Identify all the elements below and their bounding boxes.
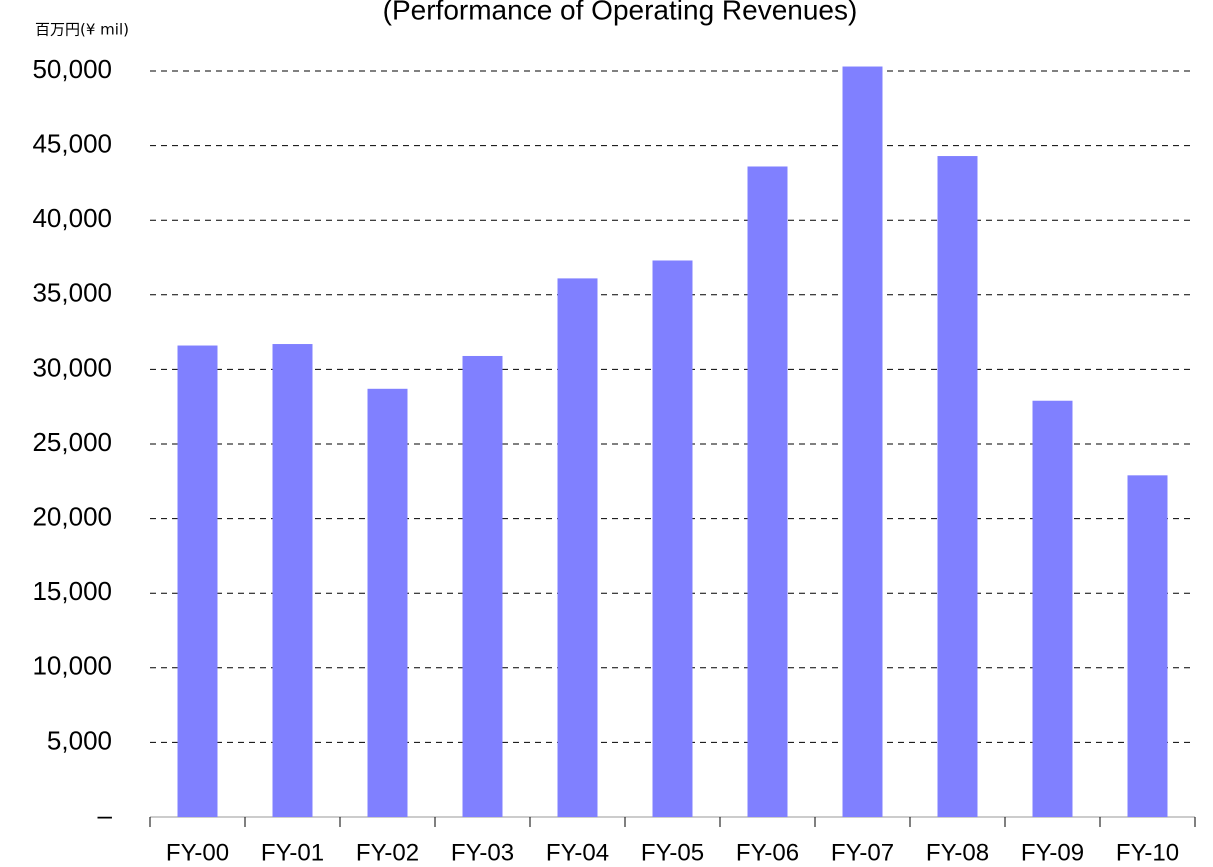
x-tick-label: FY-08 (926, 839, 989, 866)
x-tick-label: FY-06 (736, 839, 799, 866)
bar (462, 355, 503, 817)
bar (177, 345, 218, 817)
bar (747, 166, 788, 817)
bar (1032, 400, 1073, 817)
y-tick-label: 25,000 (32, 427, 112, 457)
y-tick-label: 45,000 (32, 128, 112, 158)
y-tick-label: 40,000 (32, 203, 112, 233)
y-tick-label: 15,000 (32, 576, 112, 606)
x-tick-label: FY-10 (1116, 839, 1179, 866)
y-tick-label: 50,000 (32, 54, 112, 84)
bar (937, 156, 978, 817)
y-tick-label: – (98, 800, 113, 830)
y-tick-label: 10,000 (32, 651, 112, 681)
x-tick-label: FY-02 (356, 839, 419, 866)
bar (272, 344, 313, 817)
y-tick-label: 5,000 (47, 725, 112, 755)
bar (557, 278, 598, 817)
x-tick-label: FY-07 (831, 839, 894, 866)
x-tick-label: FY-03 (451, 839, 514, 866)
bar (1127, 475, 1168, 817)
y-tick-label: 20,000 (32, 501, 112, 531)
bar (842, 66, 883, 818)
x-tick-label: FY-04 (546, 839, 609, 866)
bar (652, 260, 693, 817)
x-tick-label: FY-05 (641, 839, 704, 866)
y-axis-label: 百万円(¥ mil) (35, 21, 129, 39)
x-tick-label: FY-01 (261, 839, 324, 866)
chart-title: (Performance of Operating Revenues) (383, 0, 858, 25)
y-tick-label: 30,000 (32, 352, 112, 382)
x-tick-label: FY-00 (166, 839, 229, 866)
bar (367, 388, 408, 817)
x-tick-label: FY-09 (1021, 839, 1084, 866)
y-tick-label: 35,000 (32, 278, 112, 308)
